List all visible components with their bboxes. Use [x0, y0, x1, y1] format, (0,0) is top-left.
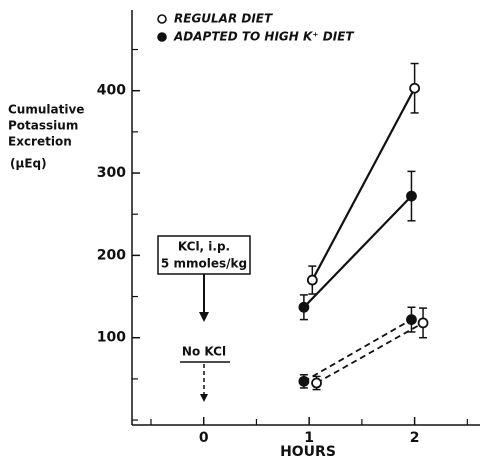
data-point: [406, 190, 417, 202]
x-axis-label: HOURS: [280, 444, 336, 460]
kcl-label: 5 mmoles/kg: [161, 257, 247, 271]
no-kcl-label: No KCl: [182, 345, 226, 359]
x-tick-label: 2: [410, 430, 420, 446]
series-line: [303, 318, 412, 383]
legend-marker: [157, 32, 167, 42]
kcl-label: KCl, i.p.: [178, 240, 230, 254]
y-tick-label: 400: [97, 83, 126, 99]
y-label-line: Potassium: [8, 119, 78, 133]
y-label-line: (µEq): [10, 157, 47, 171]
y-tick-label: 200: [97, 247, 126, 263]
data-point: [298, 375, 310, 387]
series-line: [303, 195, 413, 309]
kcl-arrowhead: [199, 312, 209, 322]
legend-label: REGULAR DIET: [174, 12, 273, 26]
data-point: [306, 274, 318, 286]
y-label-line: Excretion: [8, 135, 72, 149]
legend-label: ADAPTED TO HIGH K⁺ DIET: [173, 30, 354, 44]
y-label-line: Cumulative: [8, 103, 84, 117]
data-point: [406, 314, 417, 326]
y-tick-label: 100: [97, 330, 126, 346]
data-point: [311, 377, 322, 389]
x-tick-label: 0: [199, 430, 209, 446]
legend-marker: [157, 14, 167, 24]
series-line: [316, 322, 424, 384]
y-axis-label: Cumulative Potassium Excretion (µEq): [8, 103, 84, 171]
y-tick-label: 300: [97, 165, 126, 181]
no-kcl-arrowhead: [200, 394, 208, 402]
x-tick-label: 1: [304, 430, 314, 446]
data-point: [298, 301, 310, 313]
data-point: [417, 317, 429, 329]
data-point: [409, 82, 421, 94]
series-line: [311, 87, 416, 281]
